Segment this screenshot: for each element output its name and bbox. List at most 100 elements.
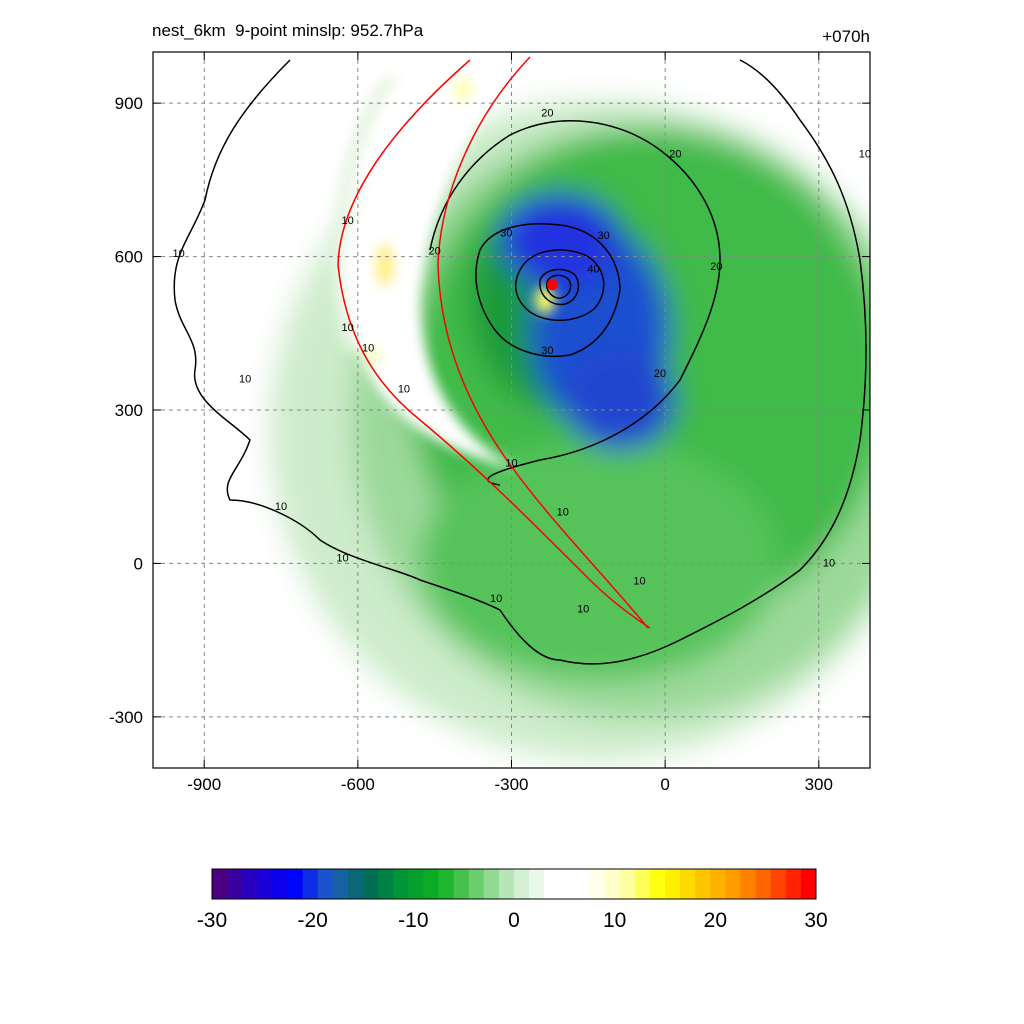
y-tick-label: 600 [115,248,143,267]
contour-20 [429,120,721,486]
red-line-outer [337,59,651,629]
colorbar-cell [725,869,741,899]
colorbar-cell [740,869,757,899]
colorbar-tick-label: 0 [508,909,520,932]
contour-eyewall-2 [545,274,572,299]
colorbar-cell [332,869,349,899]
contour-label: 10 [172,248,184,260]
red-line-inner [437,56,649,629]
colorbar-cell [453,869,470,899]
y-tick-label: 300 [115,401,143,420]
x-tick-label: -900 [187,775,221,794]
contour-label: 10 [275,501,287,513]
colorbar-cell [695,869,711,899]
x-tick-label: 300 [805,775,833,794]
x-tick-label: -300 [494,775,528,794]
x-axis: -900 -600 -300 0 300 [187,52,833,794]
colorbar-cell [619,869,636,899]
colorbar-cell [378,869,394,899]
colorbar-cell [287,869,304,899]
contour-label: 10 [398,384,410,396]
red-boundary-lines [337,56,651,629]
contour-label: 10 [577,603,589,615]
colorbar-tick-label: 10 [603,909,626,932]
contour-label: 40 [587,263,599,275]
contour-labels: 10 10 10 10 10 10 10 10 10 10 10 10 10 10 10 20 20 20 20 20… [172,107,871,615]
colorbar-cell [257,869,273,899]
colorbar-cell [408,869,424,899]
colorbar-cell [800,869,817,899]
contour-label: 30 [598,230,610,242]
colorbar-cell [498,869,515,899]
contour-label: 10 [362,343,374,355]
contour-label: 10 [341,215,353,227]
colorbar [211,868,817,900]
colorbar-tick-label: -20 [297,909,327,932]
colorbar-cell [649,869,666,899]
storm-center-marker [546,279,558,291]
colorbar-cell [544,869,560,899]
contour-eyewall-1 [539,268,580,306]
x-tick-label: 0 [660,775,669,794]
colorbar-cell [468,869,485,899]
colorbar-cell [393,869,409,899]
wind-speed-contours [173,59,867,665]
y-axis: -300 0 300 600 900 [109,94,870,727]
colorbar-cell [634,869,651,899]
contour-label: 20 [654,368,666,380]
contour-label: 10 [633,575,645,587]
colorbar-cell [604,869,621,899]
colorbar-cell [589,869,606,899]
contour-label: 10 [490,593,502,605]
colorbar-tick-label: 30 [804,909,827,932]
colorbar-cell [317,869,334,899]
colorbar-cell [242,869,258,899]
contour-label: 10 [341,322,353,334]
chart-title: nest_6km 9-point minslp: 952.7hPa [152,21,424,40]
colorbar-cell [302,869,319,899]
colorbar-cell [212,869,228,899]
contour-30 [475,223,621,357]
contour-10-outer [173,59,867,665]
colorbar-cell [785,869,802,899]
colorbar-tick-label: -10 [398,909,428,932]
colorbar-tick-label: 20 [704,909,727,932]
contour-label: 10 [505,458,517,470]
colorbar-cell [529,869,545,899]
colorbar-cell [227,869,243,899]
colorbar-cell [770,869,787,899]
contour-label: 10 [859,148,871,160]
colorbar-cell [574,869,590,899]
colorbar-labels: -30 -20 -10 0 10 20 30 [197,909,828,932]
x-tick-label: -600 [341,775,375,794]
colorbar-cell [514,869,530,899]
colorbar-cell [559,869,575,899]
colorbar-cell [347,869,364,899]
storm-center-group [546,279,558,291]
contour-label: 20 [710,261,722,273]
colorbar-cell [438,869,455,899]
y-tick-label: -300 [109,708,143,727]
wind-field-shading [153,52,870,768]
colorbar-cell [363,869,379,899]
contour-label: 20 [541,107,553,119]
contour-40 [514,249,605,322]
contour-label: 10 [823,557,835,569]
y-tick-label: 0 [134,554,143,573]
colorbar-cell [665,869,681,899]
colorbar-tick-label: -30 [197,909,227,932]
contour-label: 10 [557,506,569,518]
colorbar-cell [272,869,288,899]
contour-label: 30 [541,345,553,357]
contour-label: 20 [429,245,441,257]
contour-label: 10 [239,373,251,385]
colorbar-cell [755,869,772,899]
y-tick-label: 900 [115,94,143,113]
colorbar-cell [423,869,439,899]
colorbar-frame [211,868,817,900]
contour-label: 20 [669,148,681,160]
contour-label: 10 [336,552,348,564]
colorbar-cell [680,869,696,899]
contour-label: 30 [500,228,512,240]
